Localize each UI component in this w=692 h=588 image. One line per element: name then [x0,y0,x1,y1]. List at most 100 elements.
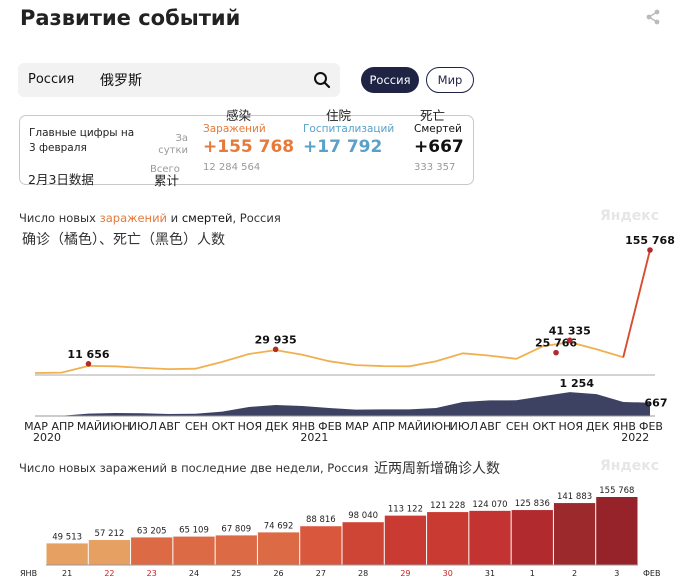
bar [131,537,173,565]
bar-month-end: ФЕВ [643,569,660,578]
bar [257,532,300,565]
year-label: 2021 [300,431,328,444]
bar-day-label: 28 [358,569,368,578]
bar-day-label: 27 [316,569,326,578]
deaths-label: Смертей [414,123,462,135]
bar-value-label: 63 205 [137,526,167,536]
bar-value-label: 65 109 [179,526,209,536]
bar-value-label: 141 883 [557,492,592,502]
deaths-cn-label: 死亡 [420,108,446,123]
bar-day-label: 3 [614,569,619,578]
hospitalizations-value: +17 792 [303,137,383,157]
hospitalizations-cn-label: 住院 [326,108,352,123]
x-tick-label: ЯНВ [292,420,315,433]
bar [342,522,384,565]
bar [300,526,342,565]
bar-day-label: 24 [189,569,199,578]
bar-day-label: 31 [485,569,495,578]
x-tick-label: НОЯ [238,420,263,433]
key-figures-cn-label: 2月3日数据 [28,172,94,187]
x-tick-label: СЕН [185,420,208,433]
infection-peak-point [553,349,559,356]
bar-day-label: 22 [104,569,114,578]
infections-label: Заражений [203,123,266,135]
infection-peak-label: 41 335 [549,324,591,337]
search-icon[interactable] [313,71,331,89]
x-tick-label: ОКТ [212,420,235,433]
bar [384,515,427,565]
russia-toggle-button[interactable]: Россия [361,67,419,93]
search-value: Россия [28,72,75,87]
two-week-bar-chart: 49 513 21 57 212 22 63 205 23 65 109 24 67 809 25… [20,486,660,578]
x-tick-label: МАР [345,420,369,433]
bar-value-label: 57 212 [95,529,125,539]
share-icon[interactable] [645,9,661,25]
deaths-area [35,392,650,416]
x-tick-label: ФЕВ [639,420,663,433]
x-tick-label: МАР [24,420,48,433]
x-tick-label: ОКТ [532,420,555,433]
infection-peak-label: 155 768 [625,234,675,247]
deaths-peak-label: 1 254 [560,377,595,390]
infections-line [34,249,651,374]
x-tick-label: ЯНВ [613,420,636,433]
year-label: 2022 [621,431,649,444]
x-tick-label: МАЙ [398,420,423,433]
bar [511,510,553,565]
infections-cn-label: 感染 [226,108,252,123]
deaths-total: 333 357 [414,162,456,173]
x-tick-label: ИЮН [423,420,451,433]
bar-day-label: 25 [231,569,241,578]
bar-month-start: ЯНВ [20,569,37,578]
deaths-value: +667 [414,137,464,157]
bar-day-label: 29 [400,569,410,578]
infection-peak-point [566,337,573,344]
bar-value-label: 113 122 [388,505,423,515]
bar [553,503,596,565]
bar-day-label: 21 [62,569,72,578]
infection-peak-point [272,346,279,353]
x-tick-label: ФЕВ [318,420,342,433]
bar-day-label: 26 [273,569,283,578]
key-figures-label: Главные цифры на 3 февраля [29,127,135,154]
x-tick-label: АПР [52,420,75,433]
x-tick-label: АВГ [159,420,181,433]
deaths-latest-label: 667 [645,397,668,410]
bar-day-label: 30 [443,569,453,578]
infections-total: 12 284 564 [203,162,261,173]
bar [46,543,88,565]
x-tick-label: ИЮЛ [450,420,478,433]
bar-value-label: 124 070 [472,500,507,510]
bar-day-label: 1 [530,569,535,578]
total-cn-label: 累计 [154,173,180,188]
bar-day-label: 23 [147,569,157,578]
main-chart-title: Число новых заражений и смертей, Россия [19,211,281,225]
infection-peak-label: 11 656 [67,348,109,361]
infection-peak-point [647,247,653,253]
infections-recent-line [622,249,651,358]
bar-value-label: 49 513 [52,532,82,542]
region-search-input[interactable] [18,63,340,97]
bar [88,540,131,565]
x-tick-label: ИЮЛ [129,420,157,433]
bar [596,497,638,565]
bar [173,536,215,565]
bar-value-label: 98 040 [348,511,378,521]
bar-value-label: 67 809 [221,524,251,534]
year-label: 2020 [33,431,61,444]
yandex-watermark-2: Яндекс [600,458,660,474]
bar-chart-cn-caption: 近两周新增确诊人数 [374,461,500,477]
infection-peak-label: 25 766 [535,337,577,350]
infection-peak-point [85,360,92,367]
hospitalizations-label: Госпитализаций [303,123,395,135]
per-day-label: За сутки [158,133,188,156]
bar-chart-title: Число новых заражений в последние две не… [19,461,369,475]
total-label: Всего [150,164,180,175]
search-cn-annotation: 俄罗斯 [100,73,142,89]
world-toggle-button[interactable]: Мир [426,67,474,93]
x-tick-label: АВГ [480,420,502,433]
bar [469,510,511,565]
x-tick-label: ДЕК [265,420,289,433]
bar-value-label: 74 692 [264,521,294,531]
